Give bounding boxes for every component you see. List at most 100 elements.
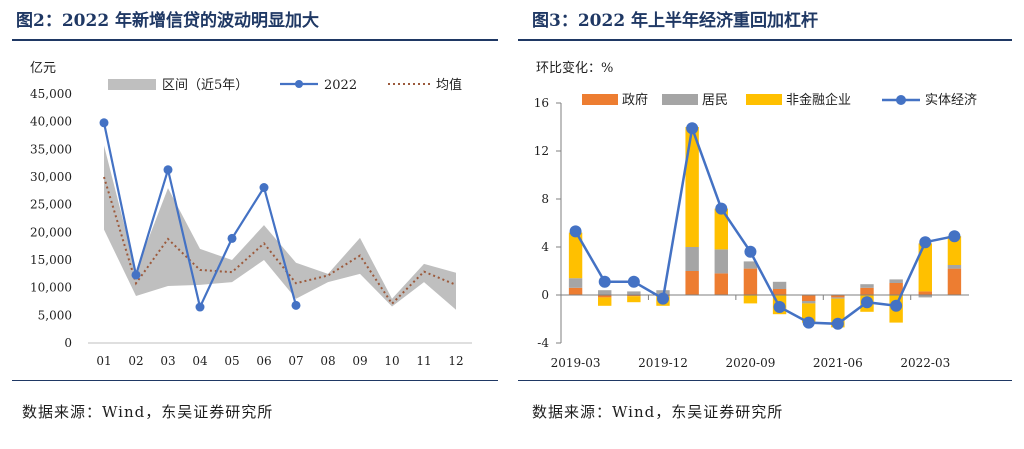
series-2022-point xyxy=(195,302,205,312)
corp-bar xyxy=(947,236,962,265)
right-xtick-label: 2021-06 xyxy=(813,356,863,370)
total-economy-point xyxy=(948,230,961,243)
household-bar xyxy=(918,295,932,298)
right-chart: 环比变化：% -4 0 4 8 12 16 2019-03 2019-12 2020-09 20… xyxy=(534,60,977,370)
right-ytick-label: 8 xyxy=(541,192,549,206)
left-ytick-label: 35,000 xyxy=(30,142,72,156)
left-bottom-rule xyxy=(12,380,498,381)
left-xtick-label: 11 xyxy=(416,354,431,368)
left-ytick-label: 45,000 xyxy=(30,87,72,101)
left-xtick-label: 08 xyxy=(320,354,335,368)
total-economy-point xyxy=(744,245,757,258)
gov-bar xyxy=(802,295,816,301)
legend-household-label: 居民 xyxy=(702,93,728,108)
series-2022-point xyxy=(291,300,301,310)
legend-band-label: 区间（近5年） xyxy=(162,78,248,93)
gov-bar xyxy=(598,295,612,298)
total-economy-point xyxy=(831,317,844,330)
legend-total-label: 实体经济 xyxy=(925,93,977,108)
left-ytick-label: 15,000 xyxy=(30,253,72,267)
left-ytick-label: 0 xyxy=(64,336,72,350)
left-xtick-label: 07 xyxy=(288,354,303,368)
series-2022-point xyxy=(227,233,237,243)
total-economy-point xyxy=(773,301,786,313)
gov-bar xyxy=(860,287,874,295)
total-economy-point xyxy=(569,225,582,238)
gov-bar xyxy=(889,283,903,295)
right-xtick-label: 2019-12 xyxy=(638,356,688,370)
household-bar xyxy=(714,249,728,274)
legend-total-marker xyxy=(896,95,906,105)
right-title-rule xyxy=(518,39,1012,41)
left-xtick-label: 02 xyxy=(128,354,143,368)
legend-avg-label: 均值 xyxy=(436,77,462,93)
left-ytick-label: 25,000 xyxy=(30,198,72,212)
total-economy-point xyxy=(802,316,815,329)
total-economy-point xyxy=(686,122,699,135)
legend-2022-marker xyxy=(295,80,303,88)
household-bar xyxy=(743,261,758,269)
legend-gov-swatch xyxy=(582,94,618,105)
right-chart-title: 图3：2022 年上半年经济重回加杠杆 xyxy=(532,11,819,31)
total-economy-point xyxy=(598,275,611,288)
total-economy-point xyxy=(890,299,903,312)
legend-2022-label: 2022 xyxy=(324,78,357,93)
left-xtick-label: 03 xyxy=(160,354,175,368)
left-xtick-label: 06 xyxy=(256,354,271,368)
right-xtick-label: 2020-09 xyxy=(725,356,775,370)
left-xtick-label: 09 xyxy=(352,354,367,368)
right-ytick-label: 12 xyxy=(534,144,549,158)
legend-corp-swatch xyxy=(746,94,782,105)
gov-bar xyxy=(918,291,932,295)
household-bar xyxy=(772,281,787,289)
legend-band-swatch xyxy=(108,79,156,90)
left-ytick-label: 30,000 xyxy=(30,170,72,184)
household-bar xyxy=(947,265,962,269)
left-source: 数据来源：Wind，东吴证券研究所 xyxy=(22,403,274,421)
household-bar xyxy=(598,290,612,295)
household-bar xyxy=(685,247,699,271)
gov-bar xyxy=(947,268,962,295)
left-ytick-label: 20,000 xyxy=(30,225,72,239)
left-xtick-label: 10 xyxy=(384,354,399,368)
corp-bar xyxy=(598,297,612,306)
corp-bar xyxy=(685,127,699,247)
household-bar xyxy=(889,279,903,283)
left-ytick-label: 5,000 xyxy=(38,308,72,322)
right-ytick-label: 16 xyxy=(534,96,549,110)
right-unit-label: 环比变化：% xyxy=(536,60,613,76)
total-economy-point xyxy=(861,296,873,309)
series-2022-point xyxy=(259,183,269,193)
total-economy-point xyxy=(627,275,640,288)
right-source: 数据来源：Wind，东吴证券研究所 xyxy=(532,403,784,421)
legend-household-swatch xyxy=(662,94,698,105)
left-xtick-label: 04 xyxy=(192,354,208,368)
left-chart-title: 图2：2022 年新增信贷的波动明显加大 xyxy=(16,11,320,31)
right-ytick-label: 0 xyxy=(541,288,549,302)
household-bar xyxy=(568,278,583,288)
left-ytick-label: 40,000 xyxy=(30,115,72,129)
right-ytick-label: 4 xyxy=(541,240,549,254)
corp-bar xyxy=(918,243,932,292)
household-bar xyxy=(627,291,641,295)
left-xtick-label: 05 xyxy=(224,354,239,368)
series-2022-point xyxy=(163,165,173,175)
left-title-rule xyxy=(12,39,498,41)
band-range-5y xyxy=(104,145,456,310)
gov-bar xyxy=(831,295,845,298)
left-unit-label: 亿元 xyxy=(30,61,56,76)
legend-corp-label: 非金融企业 xyxy=(786,92,851,108)
household-bar xyxy=(831,297,845,299)
corp-bar xyxy=(743,295,758,304)
total-economy-point xyxy=(657,292,669,305)
gov-bar xyxy=(685,271,699,295)
gov-bar xyxy=(568,287,583,295)
household-bar xyxy=(860,284,874,288)
series-2022-point xyxy=(131,270,141,280)
corp-bar xyxy=(714,208,728,250)
left-chart: 亿元 0 5,000 10,000 15,000 20,000 25,000 30,000 3… xyxy=(30,61,472,368)
total-economy-point xyxy=(919,236,932,249)
right-ytick-label: -4 xyxy=(537,336,549,350)
corp-bar xyxy=(627,296,641,303)
